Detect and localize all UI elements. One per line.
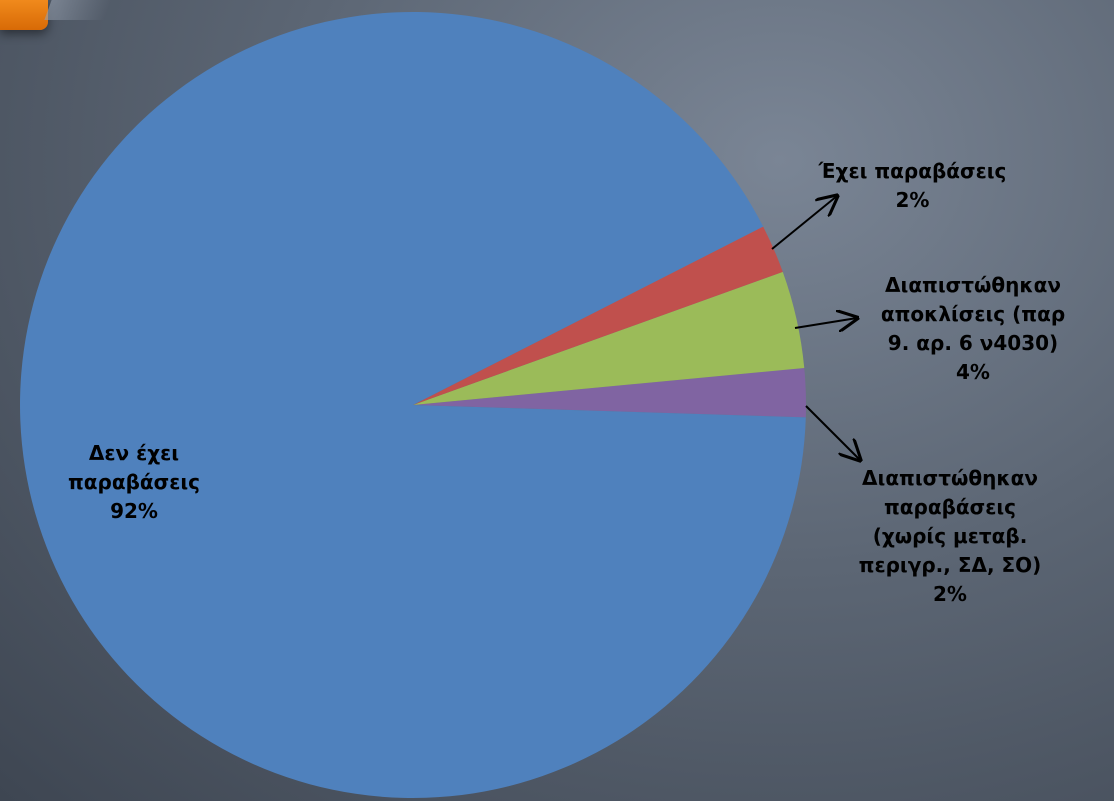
pie-slice-deviations	[413, 271, 805, 405]
slice-label-no-violations-pct: 92%	[110, 499, 158, 523]
slice-label-violations-other-text: Διαπιστώθηκαν παραβάσεις (χωρίς μεταβ. π…	[858, 466, 1042, 577]
leader-lines	[771, 196, 860, 460]
slice-label-no-violations-text: Δεν έχει παραβάσεις	[67, 441, 201, 494]
slice-label-no-violations: Δεν έχει παραβάσεις 92%	[34, 410, 234, 555]
pie-slices	[20, 11, 807, 798]
slice-label-violations-other-pct: 2%	[933, 582, 967, 606]
slice-label-has-violations-pct: 2%	[895, 188, 930, 212]
slice-label-deviations-text: Διαπιστώθηκαν αποκλίσεις (παρ 9. αρ. 6 ν…	[880, 273, 1066, 355]
slice-label-violations-other: Διαπιστώθηκαν παραβάσεις (χωρίς μεταβ. π…	[830, 435, 1070, 638]
leader-line-deviations	[794, 318, 857, 328]
pie-slice-no-violations	[20, 11, 806, 798]
pie-slice-has-violations	[413, 226, 783, 405]
pie-slice-violations-other	[413, 368, 807, 418]
leader-line-has-violations	[771, 196, 837, 250]
slice-label-has-violations: Έχει παραβάσεις 2%	[765, 128, 1060, 244]
decorative-corner-shape	[0, 0, 48, 30]
slice-label-deviations-pct: 4%	[956, 360, 990, 384]
slice-label-deviations: Διαπιστώθηκαν αποκλίσεις (παρ 9. αρ. 6 ν…	[858, 242, 1088, 416]
slice-label-has-violations-text: Έχει παραβάσεις	[818, 159, 1007, 183]
leader-line-violations-other	[805, 405, 860, 460]
